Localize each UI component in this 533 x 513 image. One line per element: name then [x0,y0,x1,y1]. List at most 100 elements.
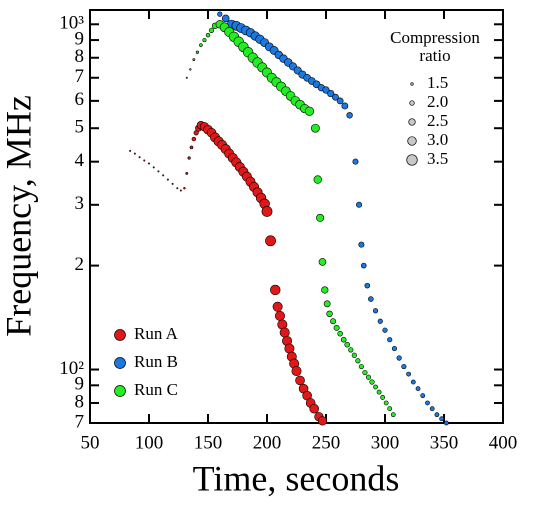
point [185,171,189,175]
point [390,412,396,418]
point [189,145,194,150]
point [270,284,281,296]
point [434,412,440,418]
point [195,50,199,54]
point [340,336,347,343]
point [383,400,389,406]
plot-frame [89,9,504,424]
size-legend-title: Compression [390,28,480,47]
point [327,89,335,98]
legend-label: Run A [134,324,179,343]
y-tick-label: 2 [75,254,85,275]
y-tick-label: 4 [75,150,85,171]
point [443,420,449,426]
point [358,363,365,370]
point [129,149,132,152]
point [425,400,430,406]
x-tick-label: 400 [489,432,518,453]
point [321,286,329,294]
point [391,345,398,352]
y-tick-label: 8 [75,391,85,412]
point [176,187,179,190]
point [333,324,340,331]
size-legend-title: ratio [419,46,450,65]
point [217,11,223,17]
y-axis-label: Frequency, MHz [0,95,38,337]
point [352,158,359,165]
point [429,406,435,412]
point [138,156,141,159]
point [332,93,339,101]
point [323,300,331,308]
size-legend-marker [407,136,417,146]
y-tick-label: 3 [75,193,85,214]
point [336,97,344,105]
size-legend-label: 2.0 [427,92,448,111]
point [351,352,357,358]
point [396,355,402,361]
x-tick-label: 200 [253,432,282,453]
point [309,403,320,414]
legend-label: Run C [134,380,178,399]
point [344,341,351,348]
point [362,369,368,376]
point [171,182,174,185]
point [185,76,188,79]
point [202,38,207,43]
point [380,395,386,400]
legend-marker [114,357,126,369]
x-tick-label: 150 [194,432,223,453]
point [317,416,328,426]
point [310,123,320,133]
point [272,301,283,312]
point [318,258,327,266]
size-legend-label: 3.0 [427,130,448,149]
point [382,327,388,333]
y-tick-label: 6 [75,89,85,110]
point [346,112,353,119]
point [313,175,322,184]
point [401,363,407,370]
point [261,206,273,217]
point [187,156,191,160]
point [373,384,378,390]
point [341,102,349,110]
y-tick-label: 7 [75,66,85,87]
point [279,327,290,338]
point [143,159,146,162]
point [152,166,155,169]
legend-marker [114,329,126,341]
point [265,235,276,247]
point [377,318,383,324]
size-legend-label: 2.5 [427,111,448,130]
size-legend-marker [410,82,414,86]
x-tick-label: 50 [81,432,100,453]
x-tick-label: 250 [312,432,341,453]
point [356,201,363,208]
point [415,386,421,392]
point [410,379,416,385]
point [304,106,315,116]
point [148,162,151,165]
point [162,174,165,177]
size-legend-marker [406,154,418,166]
y-tick-label: 5 [75,117,85,138]
y-tick-label: 9 [75,28,85,49]
point [166,178,169,181]
point [157,170,160,173]
point [199,43,203,47]
point [221,14,230,23]
point [372,308,379,314]
y-tick-label: 10² [59,358,84,379]
point [420,393,426,399]
x-axis-label: Time, seconds [193,458,400,498]
point [360,262,367,269]
point [369,379,375,385]
point [316,213,325,222]
point [387,337,393,343]
point [330,318,337,325]
point [368,296,374,302]
point [191,136,197,142]
point [348,347,354,353]
